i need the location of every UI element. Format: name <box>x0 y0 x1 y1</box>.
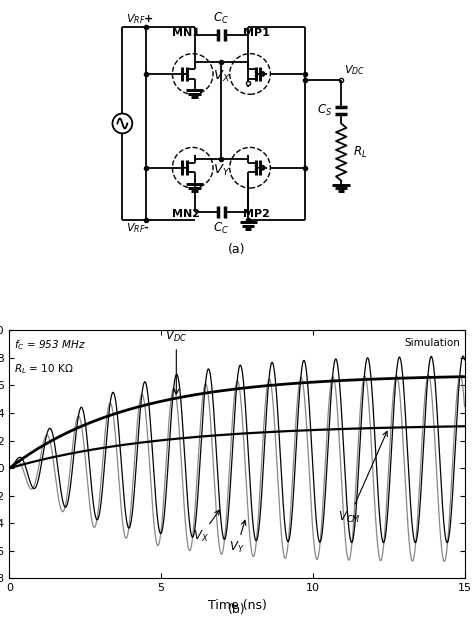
Text: $V_{RF}$+: $V_{RF}$+ <box>126 12 154 26</box>
Text: Simulation: Simulation <box>404 338 460 348</box>
Text: $V_{DC}$: $V_{DC}$ <box>165 329 187 394</box>
Text: $C_S$: $C_S$ <box>317 103 332 118</box>
Text: $V_Y$: $V_Y$ <box>229 520 246 555</box>
Text: $R_L$: $R_L$ <box>353 144 367 160</box>
Text: $C_C$: $C_C$ <box>213 11 229 26</box>
Text: $V_X$: $V_X$ <box>212 69 230 84</box>
Text: $V_{DC}$: $V_{DC}$ <box>344 63 365 77</box>
Text: $V_X$: $V_X$ <box>192 510 219 544</box>
Text: MP1: MP1 <box>243 29 270 39</box>
Text: MN2: MN2 <box>172 208 200 218</box>
Text: MP2: MP2 <box>243 208 270 218</box>
Text: $V_Y$: $V_Y$ <box>213 163 230 178</box>
Text: (b): (b) <box>228 603 246 616</box>
X-axis label: Time (ns): Time (ns) <box>208 599 266 612</box>
Text: $f_C$ = 953 MHz: $f_C$ = 953 MHz <box>14 338 86 351</box>
Text: $C_C$: $C_C$ <box>213 221 229 236</box>
Text: $R_L$ = 10 KΩ: $R_L$ = 10 KΩ <box>14 363 73 376</box>
Text: (a): (a) <box>228 243 246 256</box>
Text: $V_{RF}$-: $V_{RF}$- <box>126 221 150 235</box>
Text: MN1: MN1 <box>172 29 200 39</box>
Text: $V_{CM}$: $V_{CM}$ <box>338 432 387 525</box>
